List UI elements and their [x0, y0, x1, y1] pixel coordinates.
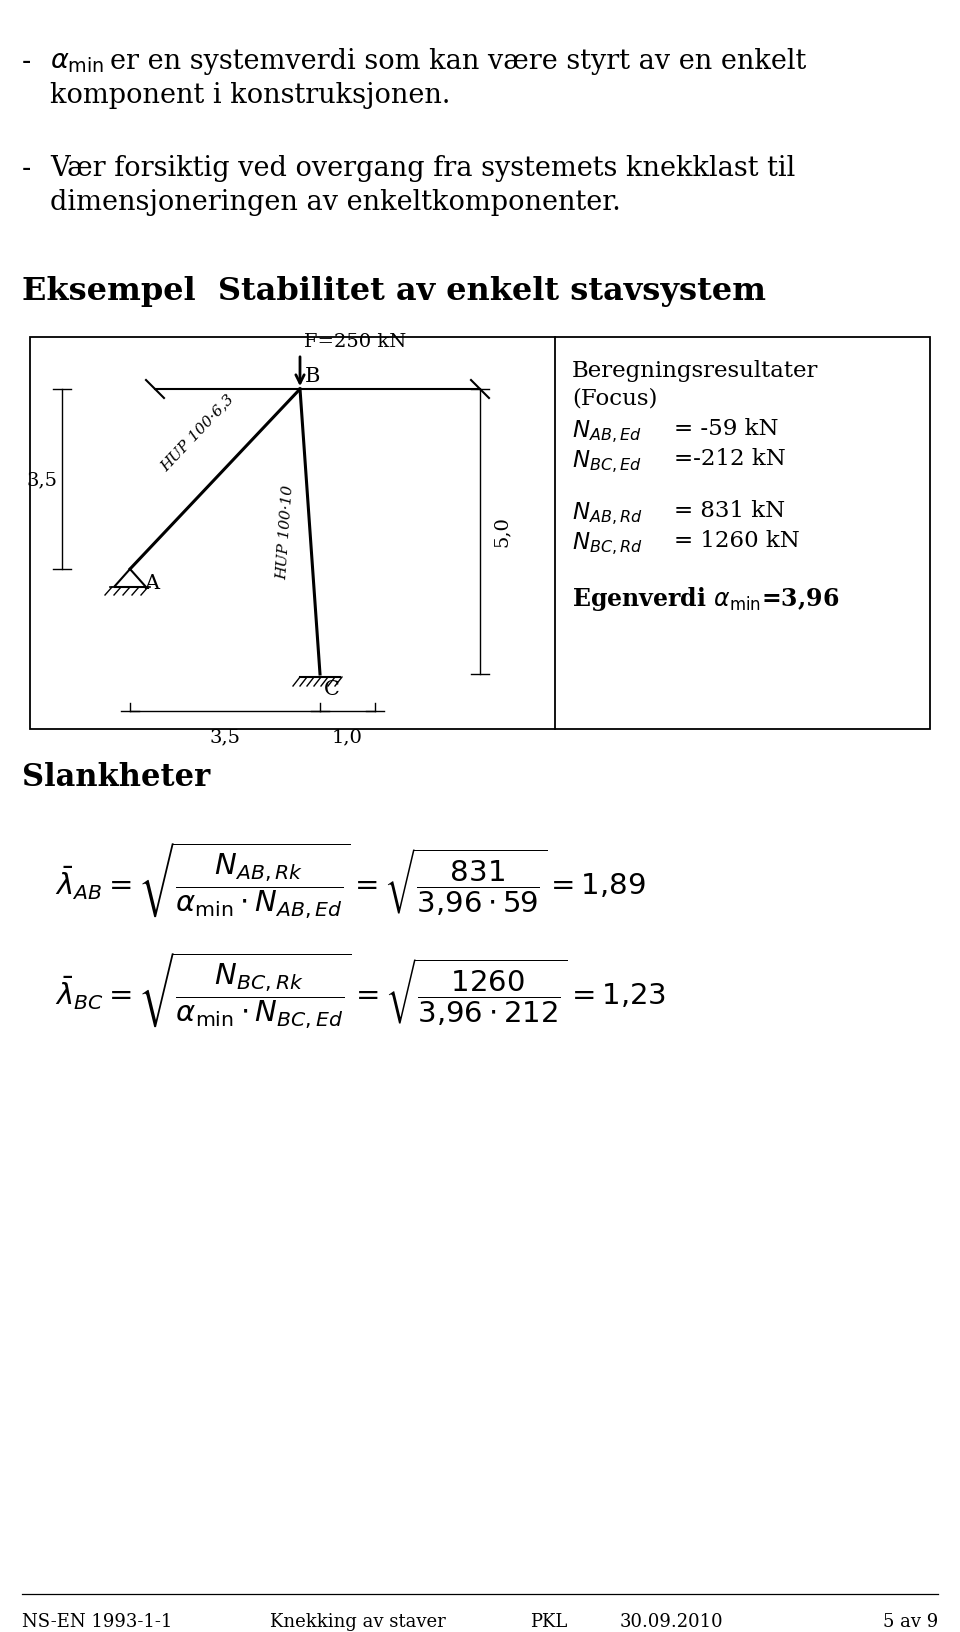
Text: Slankheter: Slankheter [22, 762, 210, 793]
Text: 3,5: 3,5 [209, 728, 241, 746]
Text: A: A [144, 574, 159, 592]
Text: -: - [22, 47, 32, 75]
Text: (Focus): (Focus) [572, 388, 658, 410]
Text: $\bar{\lambda}_{BC} = \sqrt{\dfrac{N_{BC,Rk}}{\alpha_{\min} \cdot N_{BC,Ed}}} = : $\bar{\lambda}_{BC} = \sqrt{\dfrac{N_{BC… [55, 950, 666, 1030]
Text: 5 av 9: 5 av 9 [883, 1612, 938, 1630]
Text: 30.09.2010: 30.09.2010 [620, 1612, 724, 1630]
Text: = 831 kN: = 831 kN [674, 499, 785, 522]
Text: Vær forsiktig ved overgang fra systemets knekklast til: Vær forsiktig ved overgang fra systemets… [50, 155, 795, 181]
Text: F=250 kN: F=250 kN [304, 333, 406, 351]
Text: $\bar{\lambda}_{AB} = \sqrt{\dfrac{N_{AB,Rk}}{\alpha_{\min} \cdot N_{AB,Ed}}} = : $\bar{\lambda}_{AB} = \sqrt{\dfrac{N_{AB… [55, 839, 646, 920]
Text: = -59 kN: = -59 kN [674, 418, 779, 439]
Text: er en systemverdi som kan være styrt av en enkelt: er en systemverdi som kan være styrt av … [110, 47, 806, 75]
Text: dimensjoneringen av enkeltkomponenter.: dimensjoneringen av enkeltkomponenter. [50, 189, 621, 215]
Text: = 1260 kN: = 1260 kN [674, 530, 800, 552]
Text: Eksempel  Stabilitet av enkelt stavsystem: Eksempel Stabilitet av enkelt stavsystem [22, 276, 766, 307]
Text: $N_{\mathit{AB,Rd}}$: $N_{\mathit{AB,Rd}}$ [572, 499, 642, 527]
Text: 3,5: 3,5 [26, 470, 57, 488]
Text: 5,0: 5,0 [493, 516, 511, 547]
Text: Egenverdi $\alpha_{\mathrm{min}}$=3,96: Egenverdi $\alpha_{\mathrm{min}}$=3,96 [572, 584, 839, 612]
Text: PKL: PKL [530, 1612, 567, 1630]
Text: HUP 100·10: HUP 100·10 [276, 485, 296, 579]
Text: =-212 kN: =-212 kN [674, 447, 785, 470]
Text: $N_{\mathit{BC,Rd}}$: $N_{\mathit{BC,Rd}}$ [572, 530, 643, 557]
Text: 1,0: 1,0 [331, 728, 363, 746]
Text: Knekking av staver: Knekking av staver [270, 1612, 445, 1630]
Text: HUP 100·6,3: HUP 100·6,3 [157, 392, 236, 473]
Text: B: B [305, 367, 321, 385]
Bar [30, 338, 930, 730]
Text: komponent i konstruksjonen.: komponent i konstruksjonen. [50, 82, 450, 109]
Text: $N_{\mathit{AB,Ed}}$: $N_{\mathit{AB,Ed}}$ [572, 418, 641, 444]
Text: NS-EN 1993-1-1: NS-EN 1993-1-1 [22, 1612, 173, 1630]
Text: Beregningsresultater: Beregningsresultater [572, 359, 818, 382]
Text: C: C [324, 679, 340, 698]
Text: $N_{\mathit{BC,Ed}}$: $N_{\mathit{BC,Ed}}$ [572, 447, 642, 475]
Text: $\alpha_{\mathrm{min}}$: $\alpha_{\mathrm{min}}$ [50, 47, 104, 75]
Text: -: - [22, 155, 32, 181]
